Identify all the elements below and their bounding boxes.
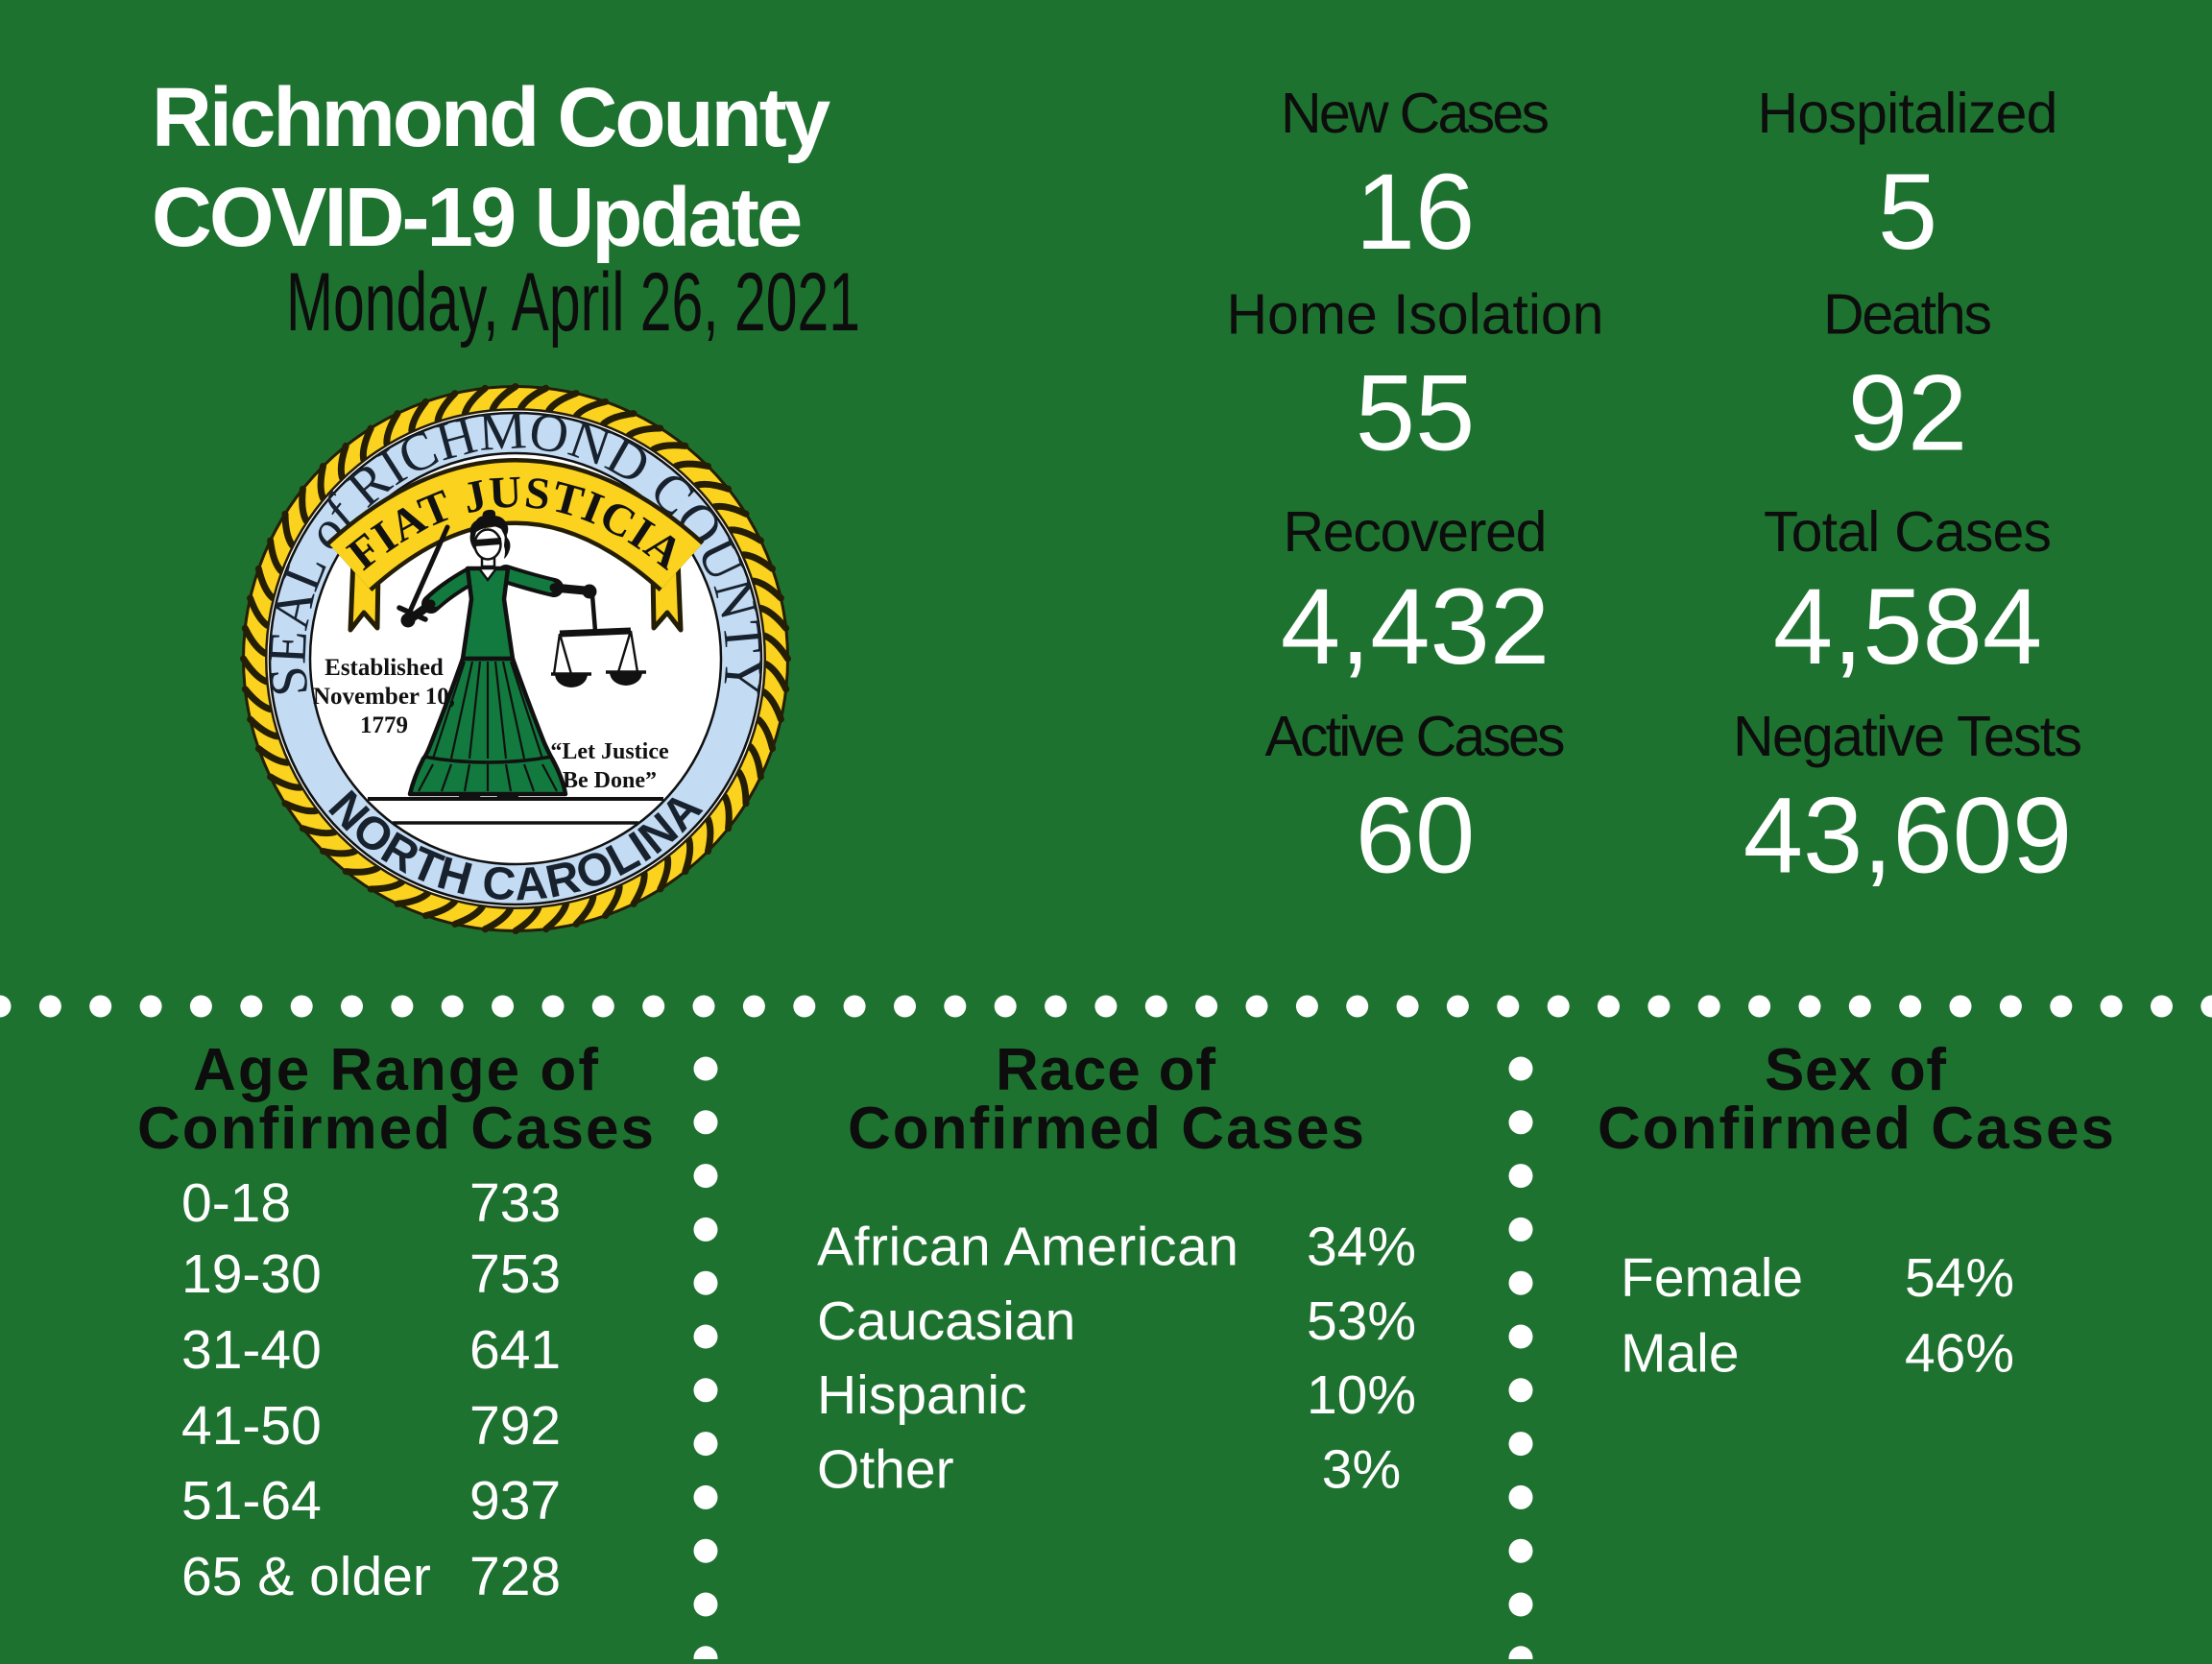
svg-text:Home Isolation: Home Isolation <box>1227 283 1604 347</box>
svg-text:0-18: 0-18 <box>181 1172 291 1234</box>
svg-text:19-30: 19-30 <box>181 1243 322 1305</box>
svg-text:Hispanic: Hispanic <box>817 1364 1027 1426</box>
svg-text:Hospitalized: Hospitalized <box>1758 82 2058 145</box>
svg-text:4,432: 4,432 <box>1281 567 1550 687</box>
svg-text:Recovered: Recovered <box>1284 500 1548 564</box>
svg-text:New Cases: New Cases <box>1281 82 1550 145</box>
svg-text:16: 16 <box>1356 152 1476 272</box>
svg-text:Total Cases: Total Cases <box>1764 500 2052 564</box>
svg-text:African American: African American <box>817 1217 1238 1278</box>
svg-text:Richmond County: Richmond County <box>152 71 830 164</box>
svg-text:“Let Justice: “Let Justice <box>550 739 669 764</box>
svg-text:Female: Female <box>1621 1247 1803 1309</box>
svg-text:Race of: Race of <box>996 1037 1215 1103</box>
svg-text:34%: 34% <box>1307 1217 1416 1278</box>
svg-text:10%: 10% <box>1307 1364 1416 1426</box>
svg-text:Male: Male <box>1621 1323 1740 1385</box>
svg-text:46%: 46% <box>1905 1323 2014 1385</box>
svg-text:COVID-19 Update: COVID-19 Update <box>152 171 801 264</box>
svg-text:43,609: 43,609 <box>1743 776 2073 896</box>
svg-text:753: 753 <box>469 1243 561 1305</box>
svg-text:Caucasian: Caucasian <box>817 1290 1075 1352</box>
svg-text:65 & older: 65 & older <box>181 1546 431 1607</box>
svg-text:792: 792 <box>469 1395 561 1457</box>
svg-text:60: 60 <box>1356 776 1476 896</box>
svg-text:31-40: 31-40 <box>181 1319 322 1381</box>
svg-text:Confirmed Cases: Confirmed Cases <box>137 1096 654 1162</box>
svg-text:Confirmed Cases: Confirmed Cases <box>1598 1096 2114 1162</box>
svg-text:54%: 54% <box>1905 1247 2014 1309</box>
svg-text:Negative Tests: Negative Tests <box>1733 705 2082 768</box>
svg-text:3%: 3% <box>1322 1438 1401 1500</box>
svg-text:Monday, April 26, 2021: Monday, April 26, 2021 <box>286 256 860 349</box>
svg-text:1779: 1779 <box>360 712 408 738</box>
svg-text:641: 641 <box>469 1319 561 1381</box>
svg-text:4,584: 4,584 <box>1773 567 2042 687</box>
svg-text:51-64: 51-64 <box>181 1470 322 1531</box>
svg-text:728: 728 <box>469 1546 561 1607</box>
svg-text:53%: 53% <box>1307 1290 1416 1352</box>
svg-text:5: 5 <box>1878 152 1937 272</box>
svg-text:Deaths: Deaths <box>1823 283 1992 347</box>
svg-text:937: 937 <box>469 1470 561 1531</box>
svg-text:Confirmed Cases: Confirmed Cases <box>848 1096 1364 1162</box>
svg-text:Be Done”: Be Done” <box>563 768 657 793</box>
svg-text:Age Range of: Age Range of <box>193 1037 598 1103</box>
svg-text:41-50: 41-50 <box>181 1395 322 1457</box>
svg-text:Other: Other <box>817 1438 954 1500</box>
svg-text:92: 92 <box>1848 353 1968 473</box>
svg-text:Established: Established <box>325 655 444 681</box>
svg-text:55: 55 <box>1356 353 1476 473</box>
svg-text:733: 733 <box>469 1172 561 1234</box>
svg-text:November 10,: November 10, <box>313 684 455 710</box>
svg-text:Sex of: Sex of <box>1765 1037 1946 1103</box>
svg-text:Active Cases: Active Cases <box>1265 705 1566 768</box>
